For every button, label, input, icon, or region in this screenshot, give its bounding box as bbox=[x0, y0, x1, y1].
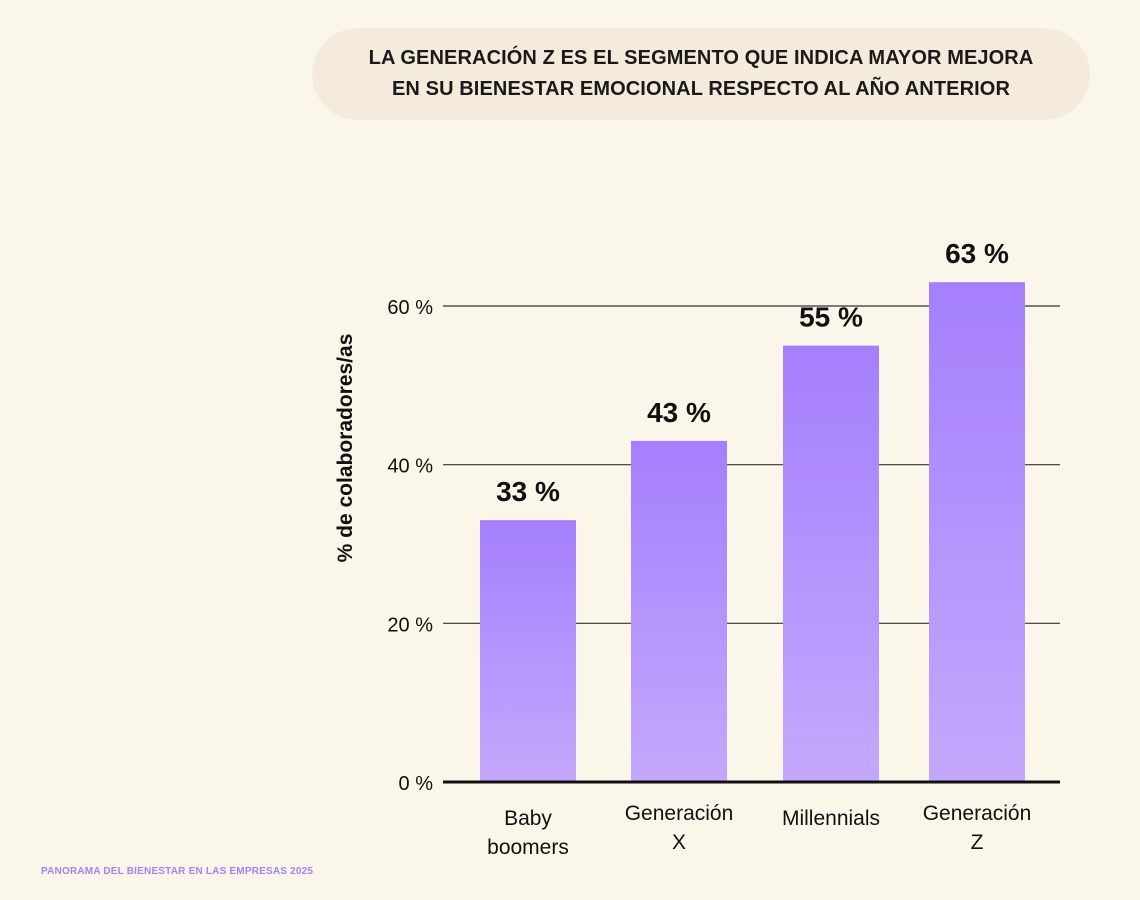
bar bbox=[480, 520, 576, 782]
y-tick-label: 60 % bbox=[387, 297, 433, 319]
y-axis-label: % de colaboradores/as bbox=[334, 334, 357, 563]
chart-title: LA GENERACIÓN Z ES EL SEGMENTO QUE INDIC… bbox=[369, 43, 1034, 105]
data-label: 55 % bbox=[799, 302, 863, 333]
footer-source: PANORAMA DEL BIENESTAR EN LAS EMPRESAS 2… bbox=[41, 866, 314, 877]
x-tick-label: Generación X bbox=[625, 802, 734, 854]
bar bbox=[783, 345, 879, 782]
data-label: 63 % bbox=[945, 238, 1009, 269]
x-tick-label: Millennials bbox=[782, 807, 880, 830]
data-label: 33 % bbox=[496, 476, 560, 507]
chart-title-line-1: LA GENERACIÓN Z ES EL SEGMENTO QUE INDIC… bbox=[368, 47, 1034, 69]
chart-title-line-2: EN SU BIENESTAR EMOCIONAL RESPECTO AL AÑ… bbox=[391, 78, 1011, 100]
bars bbox=[480, 282, 1025, 782]
chart-title-banner: LA GENERACIÓN Z ES EL SEGMENTO QUE INDIC… bbox=[312, 28, 1090, 120]
x-axis-ticks: Baby boomers Generación X Millennials Generac… bbox=[487, 802, 1031, 859]
y-tick-label: 40 % bbox=[387, 456, 433, 478]
y-tick-label: 0 % bbox=[399, 773, 434, 795]
data-labels: 33 % 43 % 55 % 63 % bbox=[496, 238, 1009, 507]
y-tick-label: 20 % bbox=[387, 614, 433, 636]
bar bbox=[929, 282, 1025, 782]
y-axis-ticks: 0 % 20 % 40 % 60 % bbox=[387, 297, 433, 795]
x-tick-label: Baby boomers bbox=[487, 807, 569, 859]
x-tick-label: Generación Z bbox=[923, 802, 1032, 854]
bar bbox=[631, 440, 727, 782]
data-label: 43 % bbox=[647, 397, 711, 428]
